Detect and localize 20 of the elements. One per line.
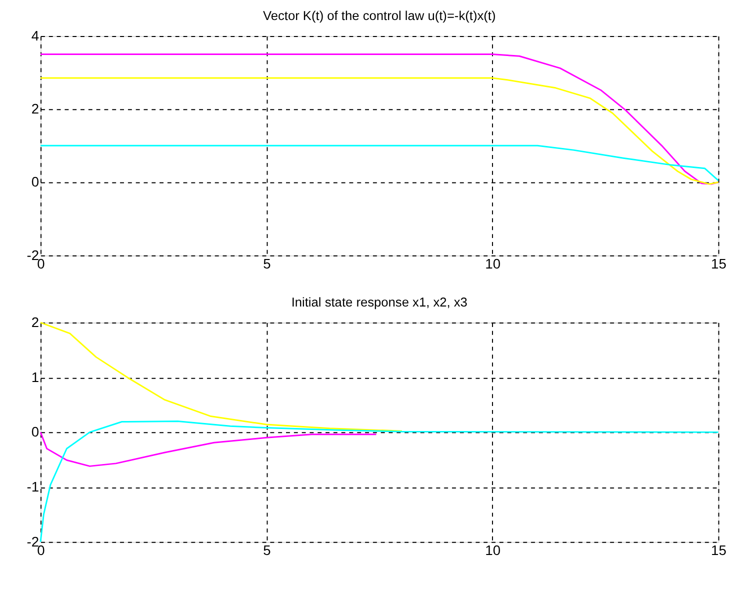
y-tick-label: 1 <box>31 368 40 385</box>
y-tick-label: 2 <box>31 314 40 330</box>
y-tick-label: 0 <box>31 424 40 440</box>
y-tick-label: 0 <box>31 174 40 190</box>
line-series <box>40 54 719 185</box>
y-tick-label: 2 <box>31 100 40 117</box>
x-tick-label: 15 <box>711 542 727 558</box>
line-series <box>40 144 719 182</box>
x-tick-label: 10 <box>485 542 501 558</box>
x-tick-label: 10 <box>485 256 501 272</box>
x-tick-label: 5 <box>263 542 272 558</box>
y-tick-label: -1 <box>26 478 40 494</box>
line-series <box>40 431 377 467</box>
y-tick-label: 4 <box>31 27 40 44</box>
x-tick-label: 5 <box>263 256 272 272</box>
x-tick-label: 15 <box>711 256 727 272</box>
line-series <box>40 322 403 432</box>
line-series <box>40 77 719 185</box>
chart-title: Initial state response x1, x2, x3 <box>291 294 468 310</box>
chart-title: Vector K(t) of the control law u(t)=-k(t)x(t) <box>263 8 496 24</box>
